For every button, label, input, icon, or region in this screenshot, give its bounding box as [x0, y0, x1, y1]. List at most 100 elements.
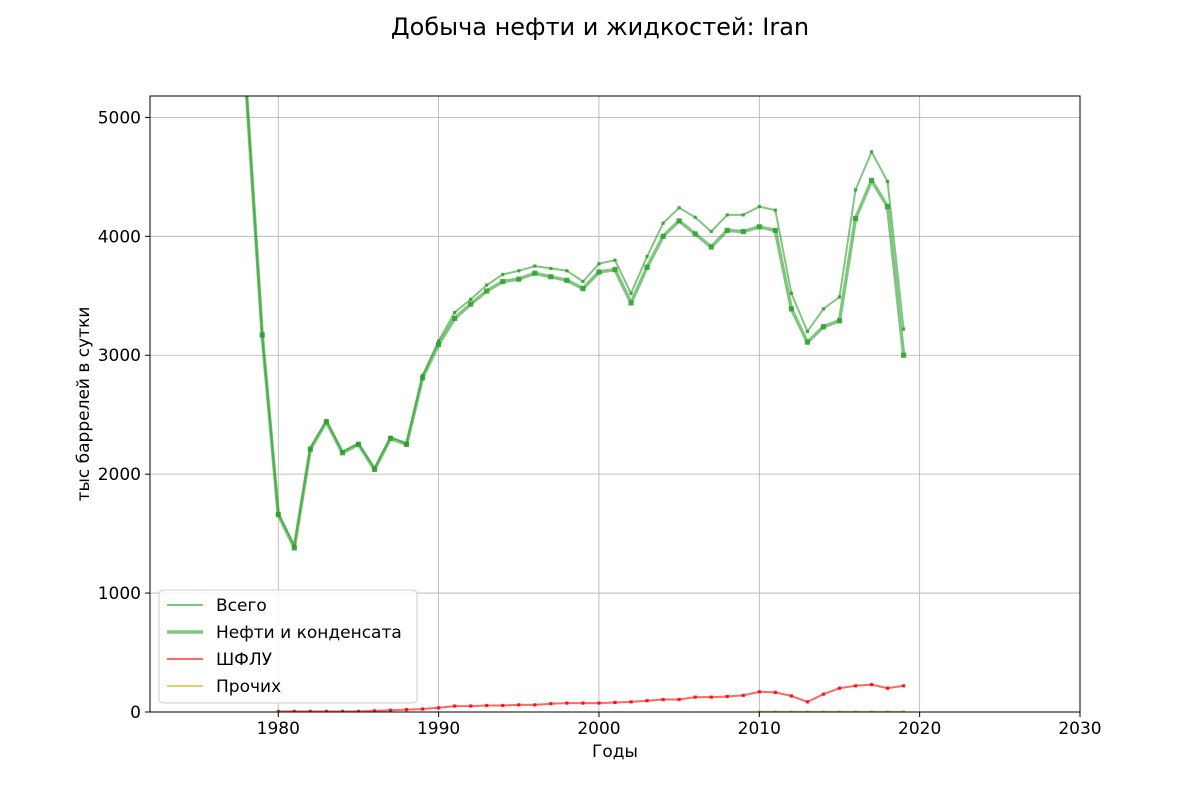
data-point: [773, 690, 777, 694]
data-point: [484, 288, 490, 294]
data-point: [741, 213, 745, 217]
data-point: [501, 703, 505, 708]
data-point: [308, 709, 312, 712]
data-point: [245, 86, 248, 89]
data-point: [821, 307, 826, 311]
data-point: [661, 697, 665, 702]
data-point: [806, 710, 809, 712]
data-point: [371, 466, 378, 473]
data-point: [437, 706, 441, 710]
data-point: [549, 702, 553, 706]
data-point: [645, 699, 649, 703]
data-point: [628, 300, 634, 306]
legend-box: [158, 589, 418, 704]
chart-title: Добыча нефти и жидкостей: Iran: [391, 13, 809, 41]
data-point: [244, 85, 249, 90]
data-point: [517, 703, 521, 707]
data-point: [854, 710, 857, 712]
data-point: [756, 224, 762, 230]
data-point: [629, 700, 633, 704]
data-point: [693, 215, 697, 219]
data-point: [469, 704, 473, 708]
data-point: [485, 283, 489, 287]
y-tick-label: 2000: [98, 465, 141, 485]
x-axis: 1980 1990 2000 2010 2020 2030: [257, 712, 1102, 739]
data-point: [533, 264, 537, 268]
legend-label: ШФЛУ: [216, 650, 273, 670]
data-point: [740, 228, 746, 235]
data-point: [837, 295, 842, 299]
data-point: [868, 177, 875, 184]
data-point: [645, 254, 649, 259]
data-point: [757, 710, 761, 712]
data-point: [757, 204, 761, 209]
data-point: [822, 710, 825, 712]
data-point: [902, 684, 906, 688]
data-point: [532, 270, 538, 276]
data-point: [420, 707, 425, 711]
series-2: [244, 85, 907, 551]
data-point: [805, 329, 810, 334]
y-tick-label: 1000: [98, 584, 141, 604]
data-point: [596, 269, 602, 275]
data-point: [869, 150, 874, 154]
data-point: [323, 419, 329, 425]
y-tick-label: 0: [130, 703, 141, 723]
data-point: [757, 690, 761, 694]
y-axis-label: тыс баррелей в сутки: [74, 307, 94, 502]
data-point: [884, 203, 891, 210]
data-point: [436, 341, 442, 348]
data-point: [340, 709, 345, 712]
data-point: [708, 244, 714, 250]
data-point: [788, 306, 794, 312]
data-point: [789, 291, 793, 296]
data-point: [276, 709, 280, 712]
data-point: [485, 703, 489, 708]
data-point: [709, 229, 713, 234]
data-point: [501, 272, 505, 276]
legend-label: Нефти и конденсата: [216, 623, 402, 643]
data-point: [307, 446, 313, 452]
data-point: [549, 266, 553, 271]
data-point: [292, 709, 296, 712]
data-point: [597, 262, 601, 266]
series-3: [276, 683, 906, 712]
data-point: [453, 310, 457, 315]
data-point: [869, 683, 874, 687]
data-point: [644, 264, 650, 270]
data-point: [372, 709, 377, 712]
data-point: [613, 700, 617, 705]
data-point: [789, 710, 793, 712]
legend-label: Всего: [216, 596, 267, 616]
data-point: [419, 375, 426, 381]
legend: Всего Нефти и конденсата ШФЛУ Прочих: [158, 589, 418, 704]
data-point: [677, 206, 681, 210]
data-point: [259, 332, 265, 338]
data-point: [772, 227, 778, 233]
data-point: [661, 221, 665, 225]
y-tick-label: 3000: [98, 346, 141, 366]
data-point: [533, 703, 537, 707]
data-point: [836, 318, 843, 324]
data-point: [837, 686, 842, 690]
data-point: [437, 339, 441, 343]
data-point: [805, 700, 810, 704]
data-point: [838, 710, 841, 712]
y-tick-label: 5000: [98, 108, 141, 128]
data-point: [773, 208, 777, 212]
data-point: [902, 710, 906, 712]
data-point: [885, 686, 890, 690]
x-tick-label: 2010: [738, 719, 781, 739]
x-axis-label: Годы: [592, 742, 638, 762]
data-point: [612, 267, 618, 273]
data-point: [565, 701, 569, 705]
data-point: [580, 286, 586, 292]
data-point: [355, 441, 362, 448]
data-point: [548, 274, 554, 280]
data-point: [821, 692, 826, 696]
series-1: [245, 86, 906, 548]
series-line: [245, 96, 905, 547]
data-point: [725, 694, 729, 699]
data-point: [581, 701, 585, 705]
